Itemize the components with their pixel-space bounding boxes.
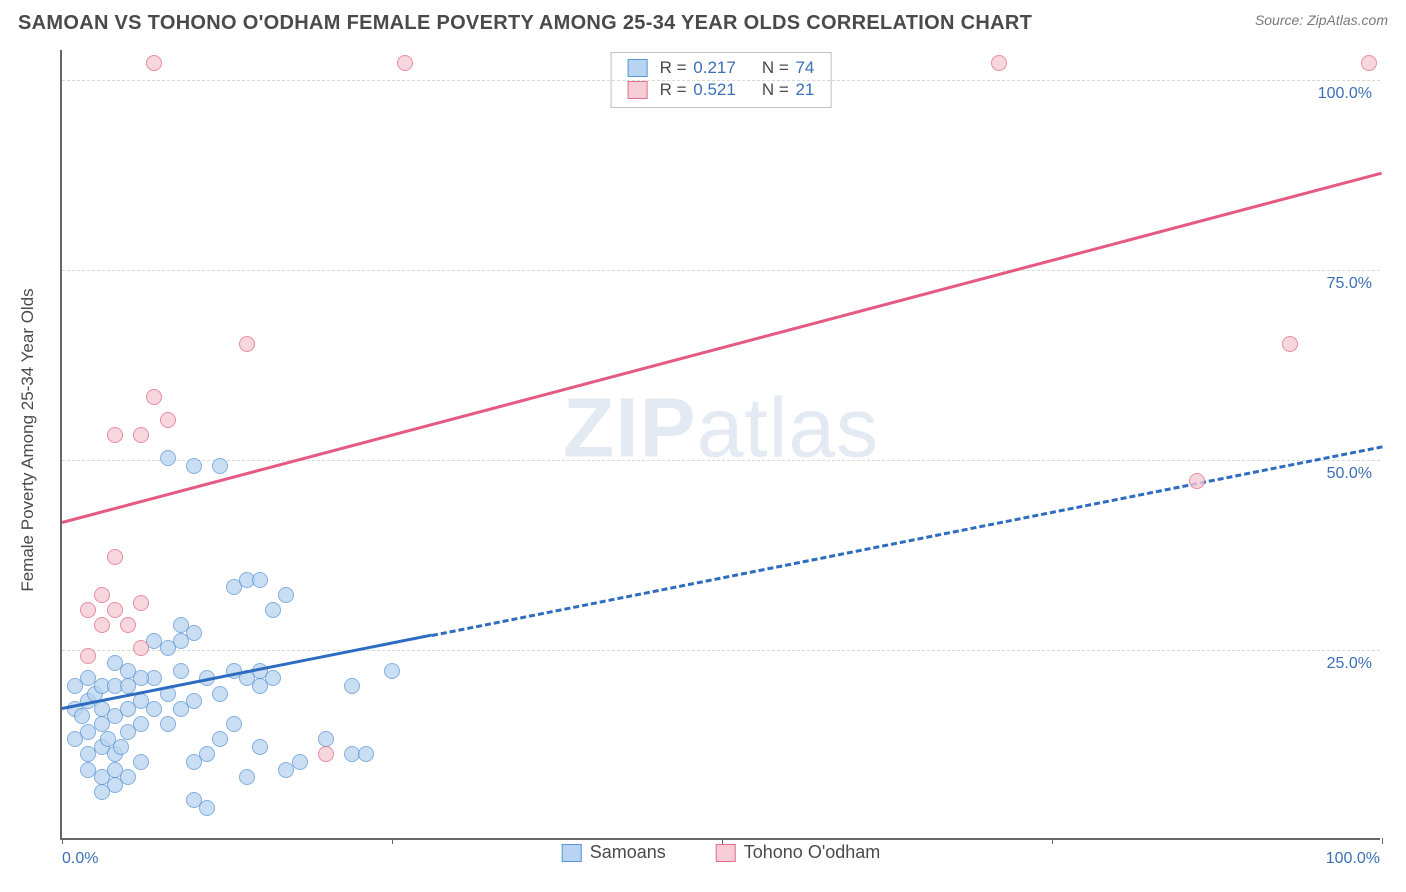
x-tick bbox=[62, 838, 63, 844]
scatter-point bbox=[133, 595, 149, 611]
watermark: ZIPatlas bbox=[563, 380, 879, 477]
scatter-point bbox=[160, 450, 176, 466]
scatter-point bbox=[107, 427, 123, 443]
scatter-point bbox=[358, 746, 374, 762]
scatter-point bbox=[226, 716, 242, 732]
stats-swatch-icon bbox=[628, 81, 648, 99]
scatter-point bbox=[160, 716, 176, 732]
scatter-point bbox=[94, 617, 110, 633]
legend-swatch-icon bbox=[716, 844, 736, 862]
scatter-point bbox=[199, 746, 215, 762]
legend-item: Tohono O'odham bbox=[716, 842, 881, 863]
scatter-point bbox=[146, 701, 162, 717]
y-tick-label: 100.0% bbox=[1318, 85, 1372, 103]
scatter-point bbox=[265, 602, 281, 618]
x-tick bbox=[1052, 838, 1053, 844]
scatter-point bbox=[173, 663, 189, 679]
scatter-point bbox=[67, 731, 83, 747]
chart-title: SAMOAN VS TOHONO O'ODHAM FEMALE POVERTY … bbox=[18, 12, 1032, 35]
gridline bbox=[62, 80, 1380, 81]
y-tick-label: 75.0% bbox=[1327, 275, 1372, 293]
scatter-point bbox=[212, 731, 228, 747]
scatter-point bbox=[252, 739, 268, 755]
scatter-point bbox=[186, 458, 202, 474]
scatter-point bbox=[133, 427, 149, 443]
stats-n-label: N = 74 bbox=[762, 58, 815, 78]
scatter-point bbox=[146, 55, 162, 71]
scatter-point bbox=[133, 640, 149, 656]
x-tick-label-max: 100.0% bbox=[1326, 850, 1380, 868]
trend-line bbox=[431, 445, 1382, 637]
scatter-point bbox=[239, 336, 255, 352]
trend-line bbox=[62, 634, 432, 710]
scatter-point bbox=[94, 784, 110, 800]
chart-header: SAMOAN VS TOHONO O'ODHAM FEMALE POVERTY … bbox=[18, 12, 1388, 35]
scatter-point bbox=[318, 731, 334, 747]
x-tick bbox=[392, 838, 393, 844]
stats-r-label: R = 0.521 bbox=[660, 80, 736, 100]
stats-n-label: N = 21 bbox=[762, 80, 815, 100]
scatter-point bbox=[107, 602, 123, 618]
scatter-point bbox=[133, 716, 149, 732]
y-tick-label: 25.0% bbox=[1327, 655, 1372, 673]
stats-r-label: R = 0.217 bbox=[660, 58, 736, 78]
legend-item: Samoans bbox=[562, 842, 666, 863]
x-tick bbox=[1382, 838, 1383, 844]
scatter-point bbox=[74, 708, 90, 724]
scatter-point bbox=[1361, 55, 1377, 71]
scatter-point bbox=[80, 648, 96, 664]
scatter-point bbox=[199, 800, 215, 816]
scatter-point bbox=[344, 678, 360, 694]
x-tick bbox=[722, 838, 723, 844]
scatter-point bbox=[133, 754, 149, 770]
scatter-point bbox=[1189, 473, 1205, 489]
scatter-point bbox=[265, 670, 281, 686]
scatter-point bbox=[160, 412, 176, 428]
stats-row: R = 0.217 N = 74 bbox=[628, 57, 815, 79]
scatter-point bbox=[94, 587, 110, 603]
stats-row: R = 0.521 N = 21 bbox=[628, 79, 815, 101]
scatter-point bbox=[252, 572, 268, 588]
legend-label: Tohono O'odham bbox=[744, 842, 881, 863]
scatter-point bbox=[120, 663, 136, 679]
scatter-point bbox=[212, 458, 228, 474]
scatter-point bbox=[991, 55, 1007, 71]
scatter-point bbox=[384, 663, 400, 679]
source-attribution: Source: ZipAtlas.com bbox=[1255, 12, 1388, 28]
scatter-point bbox=[113, 739, 129, 755]
y-tick-label: 50.0% bbox=[1327, 465, 1372, 483]
gridline bbox=[62, 270, 1380, 271]
scatter-point bbox=[146, 389, 162, 405]
series-legend: Samoans Tohono O'odham bbox=[562, 842, 881, 863]
scatter-point bbox=[186, 693, 202, 709]
stats-swatch-icon bbox=[628, 59, 648, 77]
y-axis-label: Female Poverty Among 25-34 Year Olds bbox=[18, 288, 38, 591]
scatter-point bbox=[107, 549, 123, 565]
scatter-point bbox=[173, 617, 189, 633]
scatter-point bbox=[292, 754, 308, 770]
x-tick-label-min: 0.0% bbox=[62, 850, 98, 868]
legend-label: Samoans bbox=[590, 842, 666, 863]
scatter-point bbox=[212, 686, 228, 702]
trend-line bbox=[62, 172, 1383, 524]
scatter-point bbox=[239, 769, 255, 785]
scatter-point bbox=[318, 746, 334, 762]
gridline bbox=[62, 650, 1380, 651]
scatter-point bbox=[278, 587, 294, 603]
scatter-point bbox=[120, 617, 136, 633]
scatter-point bbox=[1282, 336, 1298, 352]
plot-area: ZIPatlas R = 0.217N = 74R = 0.521N = 21 … bbox=[60, 50, 1380, 840]
legend-swatch-icon bbox=[562, 844, 582, 862]
gridline bbox=[62, 460, 1380, 461]
scatter-point bbox=[80, 602, 96, 618]
scatter-point bbox=[397, 55, 413, 71]
